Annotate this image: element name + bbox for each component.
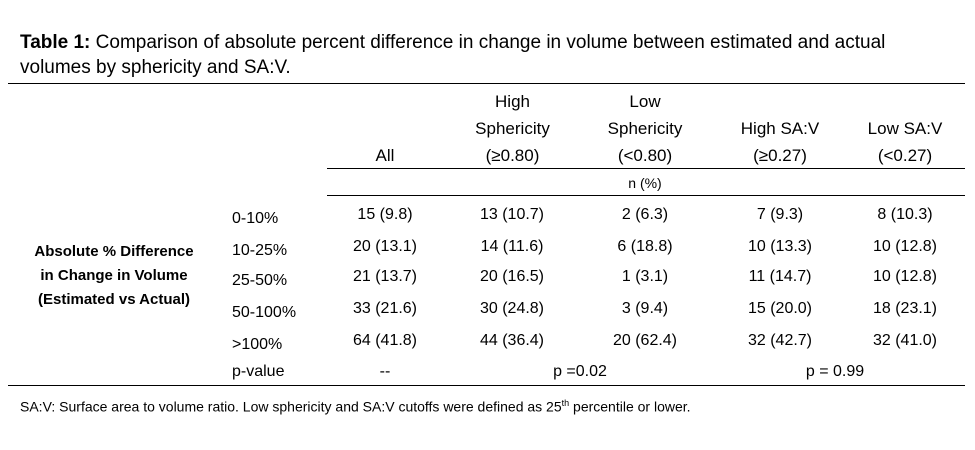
table-caption: Table 1: Comparison of absolute percent … [20,30,940,80]
table-cell: 64 (41.8) [352,332,418,349]
unit-rule [327,195,965,196]
table-cell: 10 (12.8) [872,268,938,285]
table-cell: 32 (41.0) [872,332,938,349]
col-header-high-sav: High SA:V (≥0.27) [740,119,820,165]
table-cell: 20 (16.5) [479,268,545,285]
row-label: >100% [232,336,283,353]
header-rule [327,168,965,169]
table-cell: 14 (11.6) [480,238,544,255]
table-cell: 20 (13.1) [352,238,418,255]
table-cell: 10 (13.3) [747,238,813,255]
col-header-all: All [375,146,395,165]
table-cell: 32 (42.7) [747,332,813,349]
table-cell: 10 (12.8) [872,238,938,255]
table-cell: 21 (13.7) [352,268,418,285]
table-cell: 33 (21.6) [352,300,418,317]
table-cell: 18 (23.1) [872,300,938,317]
col-header-low-sav: Low SA:V (<0.27) [867,119,943,165]
pvalue-sphericity: p =0.02 [553,363,607,380]
row-group-label: Absolute % Difference in Change in Volum… [34,243,194,308]
col-header-high-sphericity: High Sphericity (≥0.80) [475,92,550,165]
table-top-rule [8,83,965,84]
table-cell: 1 (3.1) [621,268,669,285]
table-cell: 20 (62.4) [612,332,678,349]
pvalue-label: p-value [232,363,285,380]
table-footnote: SA:V: Surface area to volume ratio. Low … [20,398,691,415]
table-cell: 15 (9.8) [357,206,413,223]
table-cell: 6 (18.8) [617,238,673,255]
table-cell: 11 (14.7) [748,268,812,285]
table-caption-label: Table 1: [20,32,91,53]
table-bottom-rule [8,385,965,386]
table-cell: 8 (10.3) [877,206,933,223]
table-cell: 7 (9.3) [756,206,804,223]
row-label: 50-100% [232,304,297,321]
pvalue-sav: p = 0.99 [805,363,865,380]
table-cell: 30 (24.8) [479,300,545,317]
table-cell: 13 (10.7) [479,206,545,223]
table-cell: 2 (6.3) [621,206,669,223]
col-header-low-sphericity: Low Sphericity (<0.80) [607,92,683,165]
row-label: 0-10% [232,210,279,227]
table-cell: 15 (20.0) [747,300,813,317]
table-cell: 44 (36.4) [479,332,545,349]
pvalue-all: -- [379,363,391,380]
unit-label: n (%) [628,175,662,191]
table-cell: 3 (9.4) [621,300,669,317]
row-label: 10-25% [232,242,288,259]
row-label: 25-50% [232,272,288,289]
table-caption-text: Comparison of absolute percent differenc… [20,32,886,78]
